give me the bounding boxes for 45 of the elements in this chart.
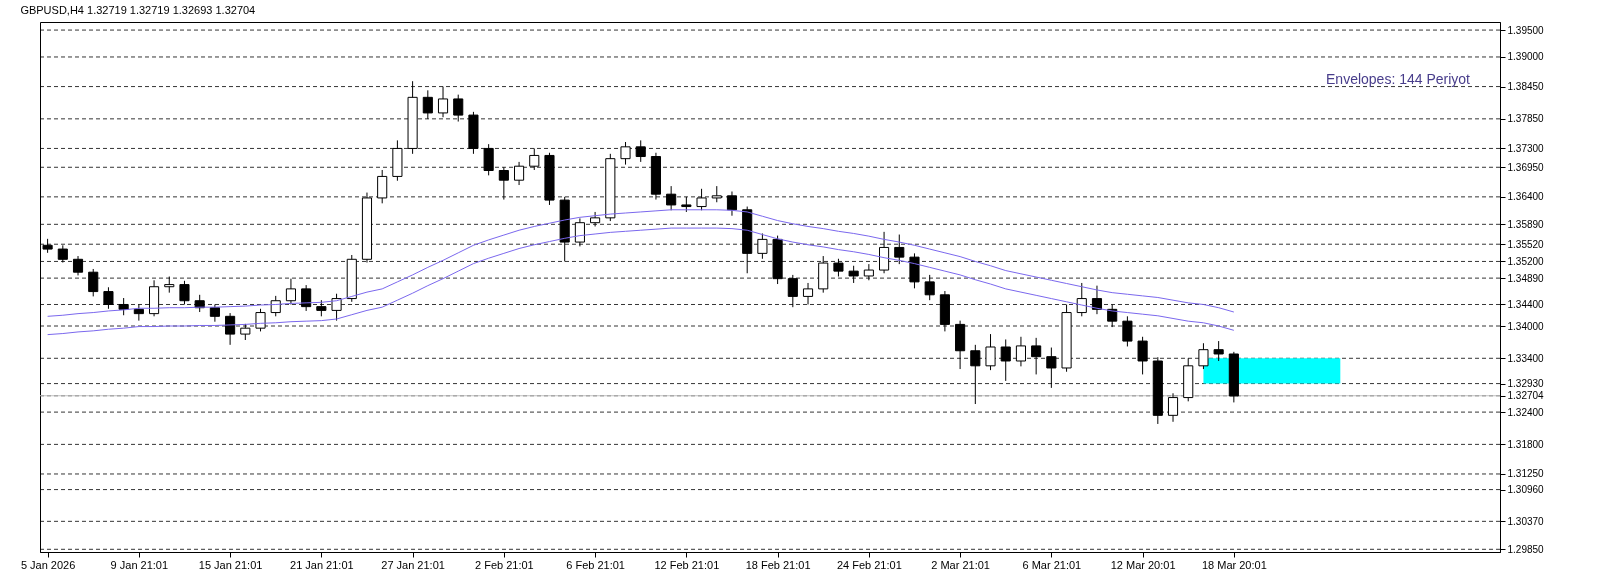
y-tick-label: 1.36950 (1507, 161, 1545, 173)
annotation: Envelopes: 144 Periyot (1326, 71, 1471, 87)
x-tick-label: 2 Feb 21:01 (474, 558, 534, 571)
x-tick-label: 24 Feb 21:01 (836, 558, 902, 571)
x-tick-label: 18 Feb 21:01 (745, 558, 811, 571)
y-tick-label: 1.34000 (1507, 320, 1545, 332)
x-tick-label: 27 Jan 21:01 (381, 558, 445, 571)
candlestick (179, 280, 190, 305)
x-tick-label: 15 Jan 21:01 (198, 558, 263, 571)
x-tick-label: 21 Jan 21:01 (290, 558, 354, 571)
candlestick (985, 333, 996, 371)
y-tick-label: 1.31250 (1507, 468, 1545, 480)
y-tick-label: 1.32704 (1507, 390, 1545, 402)
chart-title: GBPUSD,H4 1.32719 1.32719 1.32693 1.32704 (20, 4, 256, 16)
y-tick-label: 1.35200 (1507, 255, 1545, 267)
y-tick-label: 1.39000 (1507, 51, 1545, 63)
y-tick-label: 1.37300 (1507, 142, 1545, 154)
y-tick-label: 1.35520 (1507, 238, 1545, 250)
x-tick-label: 6 Feb 21:01 (566, 558, 625, 571)
y-tick-label: 1.30960 (1507, 484, 1545, 496)
y-tick-label: 1.29850 (1507, 543, 1545, 555)
y-tick-label: 1.37850 (1507, 113, 1545, 125)
candlestick (802, 282, 814, 305)
x-tick-label: 18 Mar 20:01 (1201, 558, 1267, 571)
y-tick-label: 1.30370 (1507, 515, 1545, 527)
y-tick-label: 1.35890 (1507, 218, 1545, 230)
y-tick-label: 1.32400 (1507, 406, 1545, 418)
candlestick (285, 278, 296, 305)
y-tick-label: 1.32930 (1507, 378, 1545, 390)
candlestick (1076, 282, 1087, 317)
y-tick-label: 1.34890 (1507, 272, 1545, 284)
x-tick-label: 9 Jan 21:01 (110, 558, 169, 571)
y-tick-label: 1.39500 (1507, 24, 1545, 36)
x-tick-label: 12 Mar 20:01 (1110, 558, 1176, 571)
y-tick-label: 1.38450 (1507, 81, 1545, 93)
x-tick-label: 2 Mar 21:01 (931, 558, 990, 571)
y-tick-label: 1.34400 (1507, 298, 1545, 310)
y-tick-label: 1.36400 (1507, 191, 1545, 203)
x-tick-label: 6 Mar 21:01 (1022, 558, 1082, 571)
y-tick-label: 1.31800 (1507, 438, 1545, 450)
x-tick-label: 12 Feb 21:01 (654, 558, 720, 571)
x-tick-label: 5 Jan 2026 (20, 558, 76, 571)
candlestick (103, 286, 114, 310)
candlestick (1213, 340, 1224, 362)
y-tick-label: 1.33400 (1507, 352, 1545, 364)
